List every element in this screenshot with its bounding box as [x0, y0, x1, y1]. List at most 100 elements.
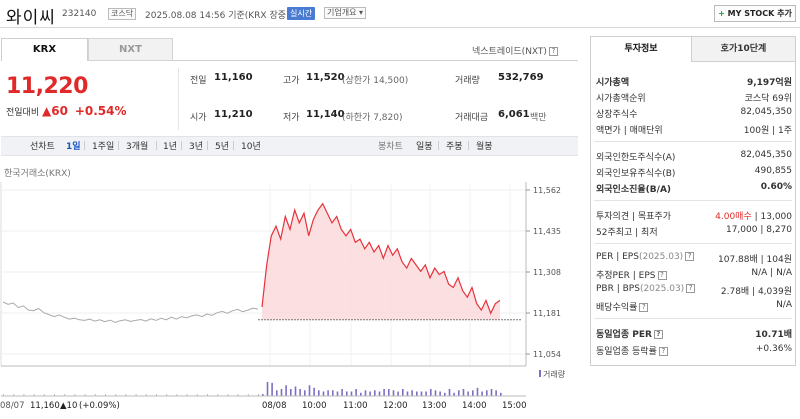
realtime-button[interactable]: 실시간	[287, 7, 316, 20]
dividend-yield-value: N/A	[776, 300, 792, 310]
volume-bar-prev	[54, 394, 55, 396]
volume-bar	[481, 391, 483, 396]
foreign-ratio-value: 0.60%	[760, 182, 792, 192]
investment-info-panel	[590, 36, 796, 366]
listed-shares-value: 82,045,350	[740, 107, 792, 117]
period-1d[interactable]: 1일	[66, 142, 81, 152]
sector-change-label[interactable]: 동일업종 등락률?	[596, 344, 668, 357]
candle-daily[interactable]: 일봉	[416, 142, 433, 152]
tab-order-book[interactable]: 호가10단계	[691, 37, 795, 62]
panel-divider	[594, 141, 792, 142]
volume-bar-prev	[227, 394, 229, 396]
prev-close-value: 11,160	[214, 72, 253, 83]
panel-divider	[594, 200, 792, 201]
volume-bar	[346, 391, 348, 396]
period-10y[interactable]: 10년	[241, 142, 261, 152]
period-5y[interactable]: 5년	[215, 142, 230, 152]
candle-monthly[interactable]: 월봉	[476, 142, 493, 152]
help-icon[interactable]: ?	[548, 47, 558, 56]
volume-label: 거래량	[455, 76, 480, 86]
volume-bar	[411, 390, 413, 397]
company-overview-dropdown[interactable]: 기업개요 ▾	[324, 7, 366, 19]
volume-bars	[3, 382, 502, 397]
volume-bar-prev	[145, 394, 147, 396]
lower-limit: (하한가 7,820)	[342, 113, 403, 123]
volume-bar	[332, 390, 334, 397]
volume-bar-prev	[3, 394, 4, 396]
help-icon[interactable]: ?	[653, 330, 663, 339]
market-cap-value: 9,197억원	[746, 78, 792, 88]
help-icon[interactable]: ?	[686, 284, 696, 293]
price-chart[interactable]: 11,562 11,435 11,308 11,181 11,054	[0, 180, 580, 416]
add-mystock-label: MY STOCK 추가	[724, 9, 792, 18]
volume-bar	[378, 391, 381, 396]
period-bar	[1, 136, 578, 156]
period-3m[interactable]: 3개월	[126, 142, 149, 152]
volume-bar	[458, 390, 460, 397]
quote-divider	[178, 68, 179, 130]
today-line	[261, 202, 501, 315]
nextrade-label: 넥스트레이드(NXT)	[472, 47, 547, 57]
candle-chart-label: 봉차트	[378, 142, 403, 152]
open-value: 11,210	[214, 109, 253, 120]
help-icon[interactable]: ?	[639, 303, 649, 312]
today-area	[262, 203, 500, 320]
opinion-target-label: 투자의견 | 목표주가	[596, 212, 671, 222]
open-label: 시가	[190, 113, 207, 123]
help-icon[interactable]: ?	[657, 271, 667, 280]
opinion-target-value: 4.00매수 | 13,000	[715, 209, 792, 222]
52w-value: 17,000 | 8,270	[725, 225, 792, 235]
volume-bar	[490, 389, 493, 396]
listed-shares-label: 상장주식수	[596, 110, 638, 120]
tab-nxt[interactable]: NXT	[88, 38, 173, 61]
tab-divider	[173, 60, 578, 61]
volume-bar	[406, 391, 409, 396]
volume-bar	[467, 391, 469, 396]
tab-investment-info[interactable]: 투자정보	[591, 37, 691, 62]
footer-rate: (+0.09%)	[79, 401, 120, 411]
volume-bar	[495, 390, 497, 397]
volume-bar	[299, 389, 301, 396]
current-price: 11,220	[6, 74, 88, 99]
period-divider	[156, 141, 157, 150]
volume-bar	[308, 385, 311, 397]
volume-bar	[322, 391, 325, 396]
period-1y[interactable]: 1년	[163, 142, 178, 152]
foreign-holding-value: 490,855	[754, 166, 792, 176]
sector-per-value: 10.71배	[755, 330, 792, 340]
per-eps-label-text: PER | EPS	[596, 252, 639, 262]
volume-bar	[276, 390, 278, 397]
x-tick-1200: 12:00	[383, 401, 408, 411]
panel-divider	[594, 318, 792, 319]
volume-bar	[500, 392, 502, 397]
sector-per-label[interactable]: 동일업종 PER?	[596, 327, 663, 340]
volume-bar-prev	[166, 394, 168, 396]
volume-bar	[439, 391, 441, 396]
volume-bar	[369, 391, 371, 396]
change-rate: +0.54%	[74, 104, 127, 118]
foreign-holding-label: 외국인보유주식수(B)	[596, 169, 676, 179]
volume-bar-prev	[13, 394, 15, 396]
volume-bar	[402, 389, 404, 396]
period-3y[interactable]: 3년	[189, 142, 204, 152]
per-eps-value: 107.88배 | 104원	[718, 255, 792, 265]
period-divider	[207, 141, 208, 150]
add-mystock-button[interactable]: + MY STOCK 추가	[714, 5, 796, 22]
volume-bar	[462, 389, 465, 396]
par-value-label: 액면가 | 매매단위	[596, 126, 663, 136]
prev-close-label: 전일	[190, 76, 207, 86]
help-icon[interactable]: ?	[658, 347, 668, 356]
volume-bar-prev	[156, 394, 157, 396]
period-divider	[84, 141, 85, 150]
foreign-limit-value: 82,045,350	[740, 150, 792, 160]
volume-bar-prev	[196, 394, 198, 396]
pbr-bps-period: (2025.03)	[639, 284, 685, 294]
help-icon[interactable]: ?	[685, 252, 695, 261]
candle-weekly[interactable]: 주봉	[446, 142, 463, 152]
nextrade-link[interactable]: 넥스트레이드(NXT)?	[472, 44, 558, 57]
volume-bar-prev	[207, 394, 208, 396]
volume-legend-swatch	[539, 370, 541, 377]
period-1w[interactable]: 1주일	[92, 142, 115, 152]
est-per-eps-value: N/A | N/A	[751, 268, 792, 278]
tab-krx[interactable]: KRX	[1, 38, 88, 61]
